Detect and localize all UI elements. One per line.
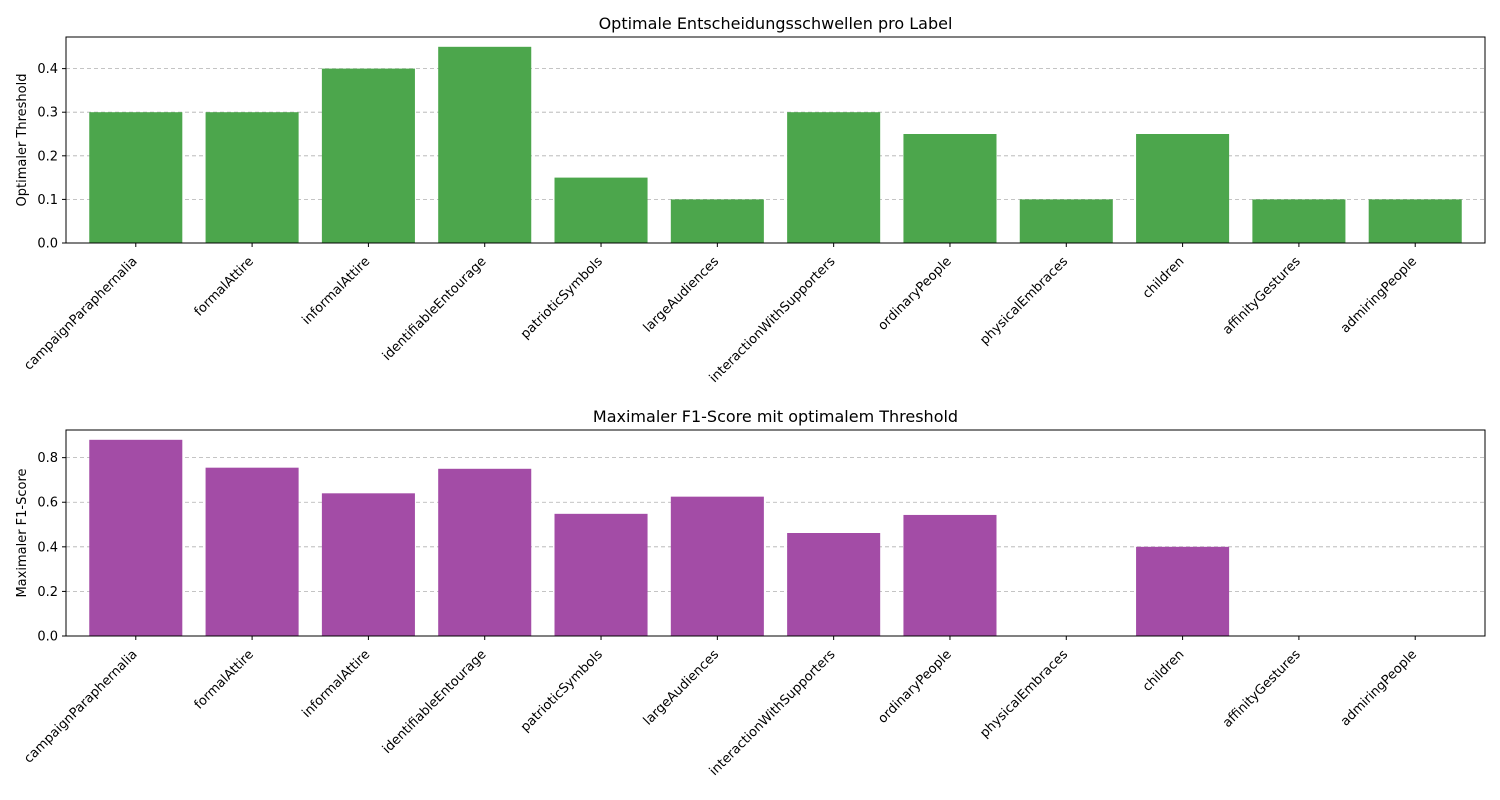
bar-affinityGestures [1252, 199, 1346, 243]
bar-campaignParaphernalia [89, 112, 183, 243]
bar-largeAudiences [670, 199, 764, 243]
bar-formalAttire [205, 112, 299, 243]
bar-identifiableEntourage [438, 468, 532, 636]
bar-formalAttire [205, 467, 299, 636]
chart-title: Optimale Entscheidungsschwellen pro Labe… [599, 14, 953, 33]
y-tick-label: 0.2 [37, 149, 58, 164]
x-tick-label: interactionWithSupporters [707, 647, 839, 779]
plot-frame [65, 36, 1486, 244]
x-tick-label: patrioticSymbols [518, 647, 606, 735]
x-tick-label: formalAttire [192, 254, 257, 319]
x-tick-label: children [1140, 254, 1187, 301]
bar-patrioticSymbols [554, 513, 648, 636]
x-tick-label: affinityGestures [1220, 647, 1304, 731]
x-tick-label: informalAttire [300, 254, 374, 328]
y-axis-label: Optimaler Threshold [15, 74, 30, 207]
x-tick-label: children [1140, 647, 1187, 694]
bar-ordinaryPeople [903, 134, 997, 243]
x-tick-label: affinityGestures [1220, 254, 1304, 338]
x-tick-label: largeAudiences [641, 254, 723, 336]
y-tick-label: 0.0 [37, 630, 58, 645]
bar-children [1136, 134, 1230, 243]
y-tick-label: 0.1 [37, 193, 58, 208]
bar-informalAttire [321, 68, 415, 244]
x-tick-label: formalAttire [192, 647, 257, 712]
x-tick-label: identifiableEntourage [380, 254, 490, 364]
y-tick-label: 0.6 [37, 496, 58, 511]
x-tick-label: admiringPeople [1338, 254, 1420, 336]
bar-largeAudiences [670, 496, 764, 636]
threshold-chart: 0.0 0.1 0.2 0.3 0.4 campaignParaphernalia form… [15, 14, 1486, 386]
x-tick-label: physicalEmbraces [977, 647, 1071, 741]
bar-admiringPeople [1368, 199, 1462, 243]
f1-score-chart: 0.0 0.2 0.4 0.6 0.8 campaignParaphernalia form… [15, 407, 1486, 779]
bar-interactionWithSupporters [787, 533, 881, 636]
y-tick-label: 0.2 [37, 585, 58, 600]
bar-identifiableEntourage [438, 46, 532, 243]
x-tick-label: campaignParaphernalia [21, 254, 140, 373]
x-tick-label: admiringPeople [1338, 647, 1420, 729]
x-tick-label: campaignParaphernalia [21, 647, 140, 766]
y-tick-label: 0.4 [37, 540, 58, 555]
y-tick-label: 0.8 [37, 451, 58, 466]
x-tick-label: ordinaryPeople [875, 647, 954, 726]
y-tick-label: 0.0 [37, 237, 58, 252]
x-tick-label: identifiableEntourage [380, 647, 490, 757]
x-tick-label: informalAttire [300, 647, 374, 721]
bar-patrioticSymbols [554, 177, 648, 243]
x-tick-label: ordinaryPeople [875, 254, 954, 333]
x-tick-label: patrioticSymbols [518, 254, 606, 342]
bar-informalAttire [321, 493, 415, 636]
bar-physicalEmbraces [1019, 199, 1113, 243]
y-tick-label: 0.4 [37, 62, 58, 77]
x-tick-label: physicalEmbraces [977, 254, 1071, 348]
x-tick-label: largeAudiences [641, 647, 723, 729]
bar-ordinaryPeople [903, 514, 997, 636]
y-tick-label: 0.3 [37, 106, 58, 121]
chart-title: Maximaler F1-Score mit optimalem Thresho… [593, 407, 958, 426]
plot-frame [65, 429, 1486, 637]
bar-campaignParaphernalia [89, 439, 183, 636]
y-axis-label: Maximaler F1-Score [15, 468, 30, 597]
x-tick-label: interactionWithSupporters [707, 254, 839, 386]
bar-interactionWithSupporters [787, 112, 881, 243]
bar-children [1136, 546, 1230, 636]
